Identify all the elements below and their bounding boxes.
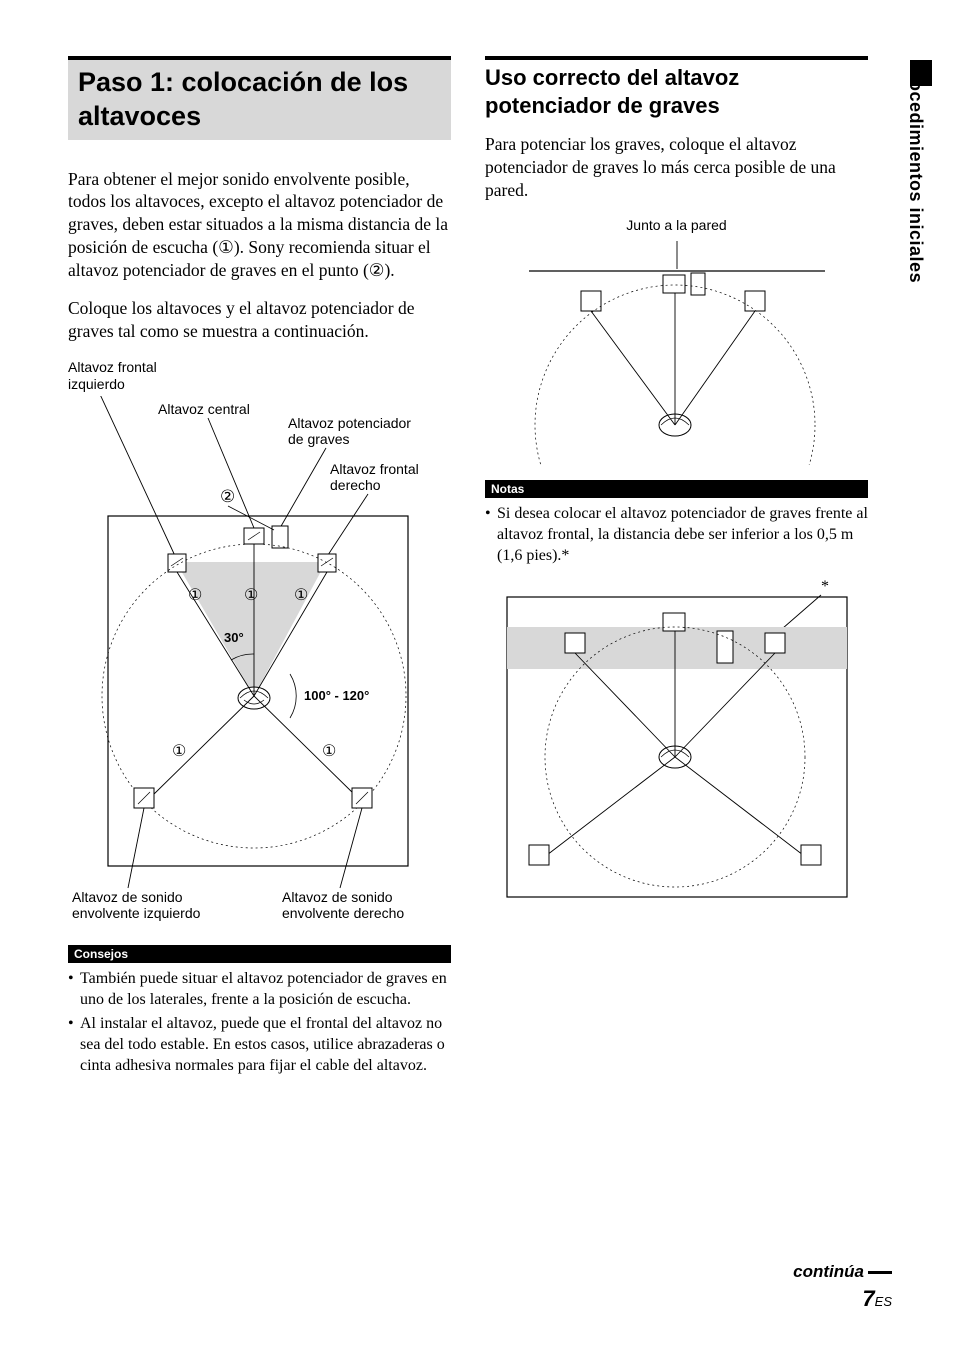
consejos-tag: Consejos [68,945,451,963]
speaker-surround-left-icon [134,788,154,808]
label-surround-right-1: Altavoz de sonido [282,889,393,905]
label-front-right-1: Altavoz frontal [330,461,419,477]
consejo-2: Al instalar el altavoz, puede que el fro… [68,1014,451,1076]
wall-label-wrap: Junto a la pared [485,217,868,235]
circled-1-e: ① [322,743,336,760]
consejos-list: También puede situar el altavoz potencia… [68,969,451,1081]
diagram-main: Altavoz central Altavoz potenciador de g… [68,396,451,931]
right-para-1: Para potenciar los graves, coloque el al… [485,133,868,201]
label-surround-left-1: Altavoz de sonido [72,889,183,905]
angle-100-120: 100° - 120° [304,688,369,703]
wall-label: Junto a la pared [626,217,726,233]
left-para-2: Coloque los altavoces y el altavoz poten… [68,297,451,343]
asterisk-label: * [821,578,829,595]
circled-1-a: ① [188,587,202,604]
label-subwoofer-1: Altavoz potenciador [288,415,411,431]
speaker-surround-right-icon [352,788,372,808]
section-title: Paso 1: colocación de los altavoces [78,66,441,134]
label-center: Altavoz central [158,401,250,417]
consejo-1: También puede situar el altavoz potencia… [68,969,451,1011]
label-front-right-2: derecho [330,477,381,493]
right-column: Uso correcto del altavoz potenciador de … [485,56,868,1081]
circled-1-d: ① [172,743,186,760]
notas-list: Si desea colocar el altavoz potenciador … [485,504,868,570]
circled-2-icon: ② [220,487,235,506]
continua-label: continúa [793,1262,892,1282]
page-columns: Paso 1: colocación de los altavoces Para… [68,56,868,1081]
left-para-1: Para obtener el mejor sonido envolvente … [68,168,451,282]
label-surround-right-2: envolvente derecho [282,905,404,921]
circled-1-b: ① [244,587,258,604]
right-heading: Uso correcto del altavoz potenciador de … [485,56,868,119]
speaker-front-right-icon [318,554,336,572]
label-surround-left-2: envolvente izquierdo [72,905,201,921]
continua-text: continúa [793,1262,864,1281]
angle-30: 30° [224,630,244,645]
label-front-left: Altavoz frontal izquierdo [68,359,451,394]
page-number-value: 7 [862,1286,874,1311]
speaker-center-icon [244,528,264,544]
notas-tag: Notas [485,480,868,498]
page-number: 7ES [862,1286,892,1312]
page-lang: ES [875,1294,892,1309]
speaker-front-left-icon [168,554,186,572]
section-title-box: Paso 1: colocación de los altavoces [68,56,451,140]
continua-line-icon [868,1271,892,1274]
diagram-wall [485,235,868,470]
side-tab-label: Procedimientos iniciales [905,60,926,283]
left-column: Paso 1: colocación de los altavoces Para… [68,56,451,1081]
label-subwoofer-2: de graves [288,431,349,447]
speaker-subwoofer-icon [272,526,288,548]
nota-1: Si desea colocar el altavoz potenciador … [485,504,868,566]
diagram-distance: * [485,577,868,922]
circled-1-c: ① [294,587,308,604]
